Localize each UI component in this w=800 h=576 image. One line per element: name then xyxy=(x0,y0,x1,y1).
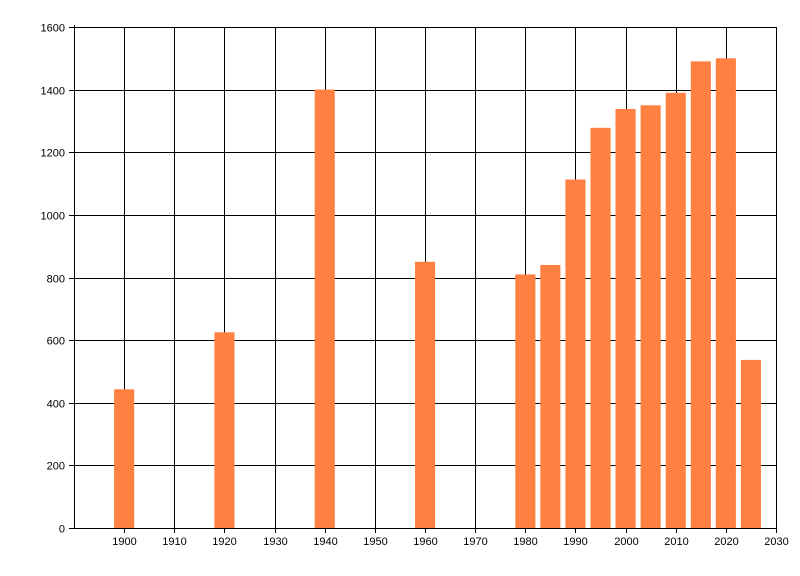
y-axis-ticks: 0 200 400 600 800 1000 1200 1400 1600 xyxy=(41,23,74,536)
x-tick-label-1970: 1970 xyxy=(463,536,487,548)
x-tick-label-1920: 1920 xyxy=(212,536,236,548)
x-tick-label-1900: 1900 xyxy=(112,536,136,548)
x-tick-label-1950: 1950 xyxy=(363,536,387,548)
y-tick-label-800: 800 xyxy=(47,274,65,286)
x-tick-label-2000: 2000 xyxy=(614,536,638,548)
bar-2010 xyxy=(665,92,686,529)
y-tick-label-1000: 1000 xyxy=(41,211,65,223)
y-tick-label-200: 200 xyxy=(47,461,65,473)
bar-2015 xyxy=(690,61,711,529)
y-tick-label-0: 0 xyxy=(59,524,65,536)
bar-series xyxy=(114,58,761,529)
y-tick-label-1600: 1600 xyxy=(41,23,65,35)
bar-1995 xyxy=(590,127,611,529)
bar-1980 xyxy=(515,274,536,528)
x-axis-ticks: 1900 1910 1920 1930 1940 1950 1960 1970 1980 1990… xyxy=(112,528,789,548)
bar-2025 xyxy=(740,359,761,528)
x-tick-label-2030: 2030 xyxy=(764,536,788,548)
x-tick-label-1960: 1960 xyxy=(413,536,437,548)
y-tick-label-400: 400 xyxy=(47,399,65,411)
bar-1990 xyxy=(565,179,586,528)
bar-1940 xyxy=(314,89,335,528)
bar-1960 xyxy=(415,261,436,528)
y-tick-label-600: 600 xyxy=(47,336,65,348)
bar-2020 xyxy=(715,58,736,529)
x-tick-label-1910: 1910 xyxy=(162,536,186,548)
bar-1985 xyxy=(540,265,561,528)
x-tick-label-1990: 1990 xyxy=(563,536,587,548)
bar-1920 xyxy=(214,332,235,528)
y-tick-label-1400: 1400 xyxy=(41,86,65,98)
bar-2005 xyxy=(640,105,661,529)
x-tick-label-1940: 1940 xyxy=(313,536,337,548)
y-tick-label-1200: 1200 xyxy=(41,148,65,160)
x-tick-label-1930: 1930 xyxy=(263,536,287,548)
x-tick-label-1980: 1980 xyxy=(513,536,537,548)
bar-1900 xyxy=(114,389,135,528)
bar-2000 xyxy=(615,109,636,528)
x-tick-label-2010: 2010 xyxy=(664,536,688,548)
x-tick-label-2020: 2020 xyxy=(714,536,738,548)
